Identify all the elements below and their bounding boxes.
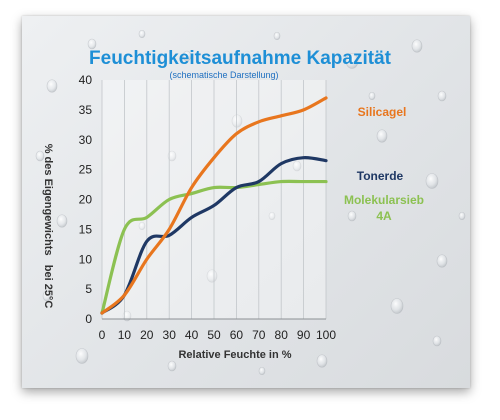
water-drop [345, 53, 359, 69]
water-drop [376, 129, 388, 143]
x-tick-label: 40 [185, 328, 199, 342]
y-tick-labels: 0 5 10 15 20 25 30 35 40 [79, 73, 93, 326]
chart-title: Feuchtigkeitsaufnahme Kapazität [89, 48, 392, 69]
water-drop [258, 366, 266, 376]
water-drop [390, 298, 404, 314]
x-tick-label: 60 [230, 328, 244, 342]
water-droplets-background [35, 29, 466, 376]
water-drop [273, 31, 281, 41]
water-drop [425, 173, 439, 189]
y-tick-label: 35 [79, 103, 93, 117]
y-axis-label: % des Eigengewichts bei 25°C [42, 144, 54, 309]
water-drop [167, 360, 177, 372]
y-tick-label: 30 [79, 133, 93, 147]
line-chart: Feuchtigkeitsaufnahme Kapazität (schemat… [35, 29, 466, 376]
y-tick-label: 20 [79, 193, 93, 207]
series-line-molekularsieb-4a [100, 179, 328, 315]
y-tick-label: 40 [79, 73, 93, 87]
water-drop [268, 211, 276, 221]
x-tick-label: 90 [297, 328, 311, 342]
water-drop [437, 90, 447, 102]
water-drop [316, 354, 328, 368]
y-tick-label: 10 [79, 252, 93, 266]
water-drop [368, 91, 376, 101]
water-drop [138, 29, 146, 39]
water-drop [411, 39, 423, 53]
x-tick-labels: 0 10 20 30 40 50 60 70 80 90 100 [99, 328, 337, 342]
x-tick-label: 30 [163, 328, 177, 342]
water-drop [138, 221, 146, 231]
y-tick-label: 0 [85, 312, 92, 326]
x-axis-label: Relative Feuchte in % [178, 349, 291, 361]
series-lines [100, 96, 328, 315]
x-tick-label: 10 [118, 328, 132, 342]
water-drop [87, 38, 97, 50]
y-tick-label: 25 [79, 163, 93, 177]
series-line-tonerde [100, 156, 328, 315]
x-tick-label: 20 [140, 328, 154, 342]
water-drop [75, 348, 89, 364]
x-tick-label: 0 [99, 328, 106, 342]
water-drop [167, 150, 177, 162]
series-label-silicagel: Silicagel [358, 105, 407, 119]
water-drop [458, 211, 466, 221]
water-drop [231, 114, 243, 128]
water-drop [347, 210, 357, 222]
water-drop [182, 50, 192, 62]
y-tick-label: 15 [79, 222, 93, 236]
y-tick-label: 5 [85, 282, 92, 296]
water-drop [436, 254, 448, 268]
chart-card: Feuchtigkeitsaufnahme Kapazität (schemat… [22, 16, 470, 388]
water-drop [42, 290, 52, 302]
series-line-silicagel [100, 96, 328, 315]
series-label-tonerde: Tonerde [357, 169, 404, 183]
x-tick-label: 70 [252, 328, 266, 342]
chart-subtitle: (schematische Darstellung) [169, 70, 278, 80]
water-drop [35, 150, 45, 162]
water-drop [432, 335, 442, 347]
x-tick-label: 80 [275, 328, 289, 342]
grid-lines [101, 80, 327, 320]
water-drop [46, 79, 58, 93]
water-drop [292, 160, 302, 172]
series-label-molekularsieb-4a: Molekularsieb 4A [344, 193, 424, 223]
x-tick-label: 50 [207, 328, 221, 342]
x-tick-label: 100 [316, 328, 336, 342]
water-drop [56, 214, 68, 228]
water-drop [206, 269, 218, 283]
series-labels: Silicagel Tonerde Molekularsieb 4A [344, 105, 424, 223]
